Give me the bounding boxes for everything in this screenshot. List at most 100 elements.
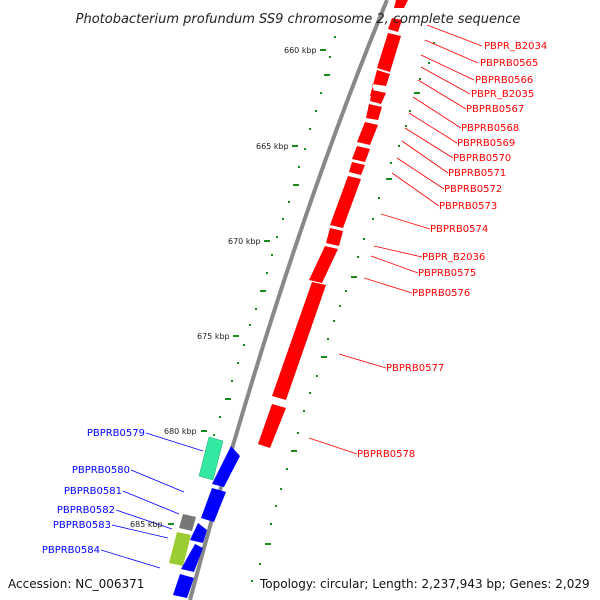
rna-gene[interactable] <box>198 436 224 481</box>
gene-label[interactable]: PBPRB0569 <box>457 138 515 149</box>
gc-dot <box>237 362 239 364</box>
gc-dot <box>255 308 257 310</box>
gene-label[interactable]: PBPRB0579 <box>87 428 145 439</box>
gene-arrow[interactable] <box>201 488 226 522</box>
gc-dot <box>298 166 300 168</box>
gene-label[interactable]: PBPRB0573 <box>439 201 497 212</box>
gene-arrow[interactable] <box>370 90 386 104</box>
forward-strand-genes <box>258 0 408 448</box>
gc-dot <box>231 380 233 382</box>
gene-label[interactable]: PBPRB0581 <box>64 486 122 497</box>
leader-line <box>420 54 475 81</box>
gc-dot <box>293 184 299 186</box>
gene-arrow[interactable] <box>258 404 286 448</box>
accession-text: Accession: NC_006371 <box>8 577 144 591</box>
gc-dot <box>265 543 271 545</box>
gene-label[interactable]: PBPRB0565 <box>480 58 538 69</box>
tick-mark <box>264 240 270 242</box>
gene-arrow[interactable] <box>309 246 338 283</box>
leader-line <box>130 469 185 493</box>
pseudo-gene[interactable] <box>169 532 191 566</box>
tick-label: 665 kbp <box>256 142 289 151</box>
gene-arrow[interactable] <box>394 0 408 8</box>
gene-label[interactable]: PBPRB0572 <box>444 184 502 195</box>
gc-dot <box>225 398 231 400</box>
leader-line <box>391 172 440 207</box>
gene-arrow[interactable] <box>173 574 194 598</box>
gc-dot <box>266 272 268 274</box>
gene-arrow[interactable] <box>272 282 326 400</box>
gc-dot <box>334 36 336 38</box>
gene-label[interactable]: PBPRB0566 <box>475 75 533 86</box>
leader-line <box>420 66 471 95</box>
gc-dot <box>329 56 331 58</box>
tick-mark <box>292 145 298 147</box>
gc-dot <box>259 563 261 565</box>
reverse-strand-genes <box>169 436 240 598</box>
gene-label[interactable]: PBPRB0567 <box>466 104 524 115</box>
tick-label: 685 kbp <box>130 520 163 529</box>
gene-label[interactable]: PBPRB0582 <box>57 505 115 516</box>
gene-label[interactable]: PBPRB0568 <box>461 123 519 134</box>
gc-dot <box>378 197 380 199</box>
gc-dot <box>409 110 411 112</box>
gene-label[interactable]: PBPRB0576 <box>412 288 470 299</box>
gc-dot <box>243 344 245 346</box>
gc-dot <box>333 320 335 322</box>
genome-summary-text: Topology: circular; Length: 2,237,943 bp… <box>259 577 590 591</box>
gc-dot <box>363 238 365 240</box>
gene-label[interactable]: PBPRB0580 <box>72 465 130 476</box>
gc-dot <box>316 375 318 377</box>
leader-line <box>111 524 169 539</box>
leader-line <box>412 96 462 129</box>
gene-label[interactable]: PBPRB0584 <box>42 545 100 556</box>
gene-label[interactable]: PBPRB0575 <box>418 268 476 279</box>
gene-label[interactable]: PBPR_B2035 <box>471 89 534 100</box>
gene-arrow[interactable] <box>370 70 390 96</box>
gc-dot <box>304 148 306 150</box>
leader-line <box>417 79 467 110</box>
label-leader-lines <box>100 24 483 569</box>
leader-line <box>370 255 419 274</box>
gene-label[interactable]: PBPRB0578 <box>357 449 415 460</box>
gene-arrow[interactable] <box>190 523 207 543</box>
tick-mark <box>201 430 207 432</box>
gene-label[interactable]: PBPR_B2036 <box>422 252 485 263</box>
tick-label: 660 kbp <box>284 46 317 55</box>
gc-dot <box>320 92 322 94</box>
gene-arrow[interactable] <box>181 544 203 572</box>
gc-dot <box>428 62 430 64</box>
tick-label: 675 kbp <box>197 332 230 341</box>
gene-label[interactable]: PBPRB0577 <box>386 363 444 374</box>
gene-label[interactable]: PBPR_B2034 <box>484 41 547 52</box>
gene-arrow[interactable] <box>366 104 382 120</box>
gene-arrow[interactable] <box>212 446 240 487</box>
gene-label[interactable]: PBPRB0583 <box>53 520 111 531</box>
gc-dot <box>345 290 347 292</box>
gc-dot <box>419 78 421 80</box>
gc-dot <box>386 178 392 180</box>
gene-arrow[interactable] <box>349 162 365 175</box>
gc-dot <box>275 505 277 507</box>
gene-label[interactable]: PBPRB0574 <box>430 224 488 235</box>
leader-line <box>424 39 479 64</box>
gene-label[interactable]: PBPRB0571 <box>448 168 506 179</box>
leader-line <box>404 127 454 159</box>
gene-arrow[interactable] <box>377 33 401 72</box>
gc-dot <box>339 305 341 307</box>
gene-arrow[interactable] <box>352 146 370 162</box>
gene-arrow[interactable] <box>330 176 361 228</box>
gc-dot <box>286 468 288 470</box>
reverse-gene-labels: PBPRB0579 PBPRB0580 PBPRB0581 PBPRB0582 … <box>42 428 145 556</box>
gc-dot <box>324 74 330 76</box>
gc-dot <box>303 410 305 412</box>
gc-dot <box>282 218 284 220</box>
gene-arrow[interactable] <box>326 228 343 246</box>
gene-arrow[interactable] <box>388 18 402 32</box>
gc-dot <box>280 488 282 490</box>
leader-line <box>363 277 413 294</box>
gene-arrow[interactable] <box>357 122 378 145</box>
other-gene[interactable] <box>179 514 196 531</box>
gene-label[interactable]: PBPRB0570 <box>453 153 511 164</box>
tick-mark <box>320 49 326 51</box>
